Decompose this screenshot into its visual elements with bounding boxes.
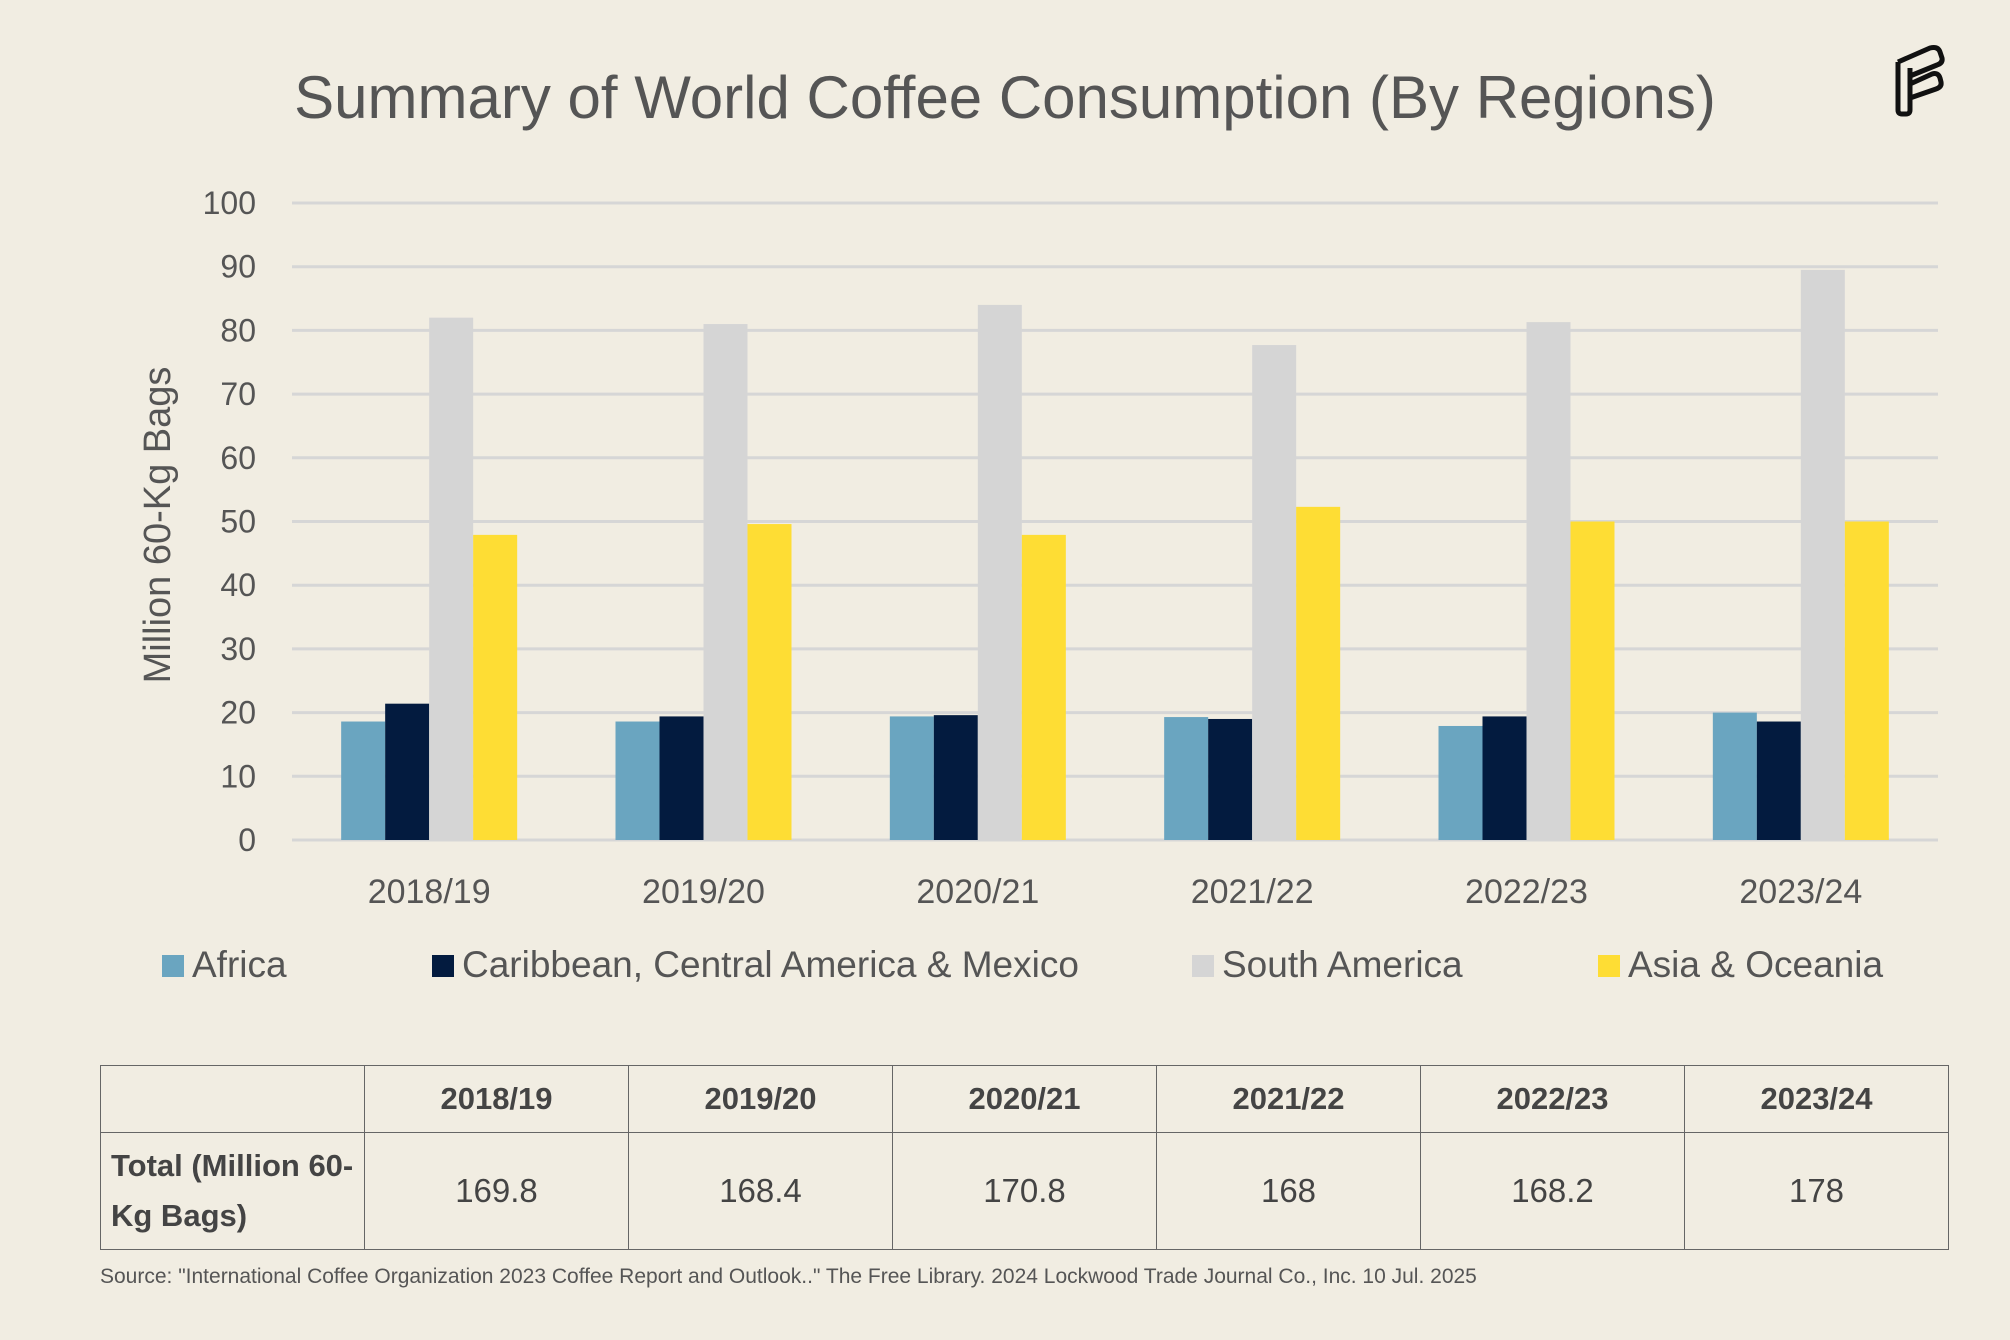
bar-asia-oceania [1570, 521, 1615, 840]
legend-swatch [1598, 955, 1620, 977]
y-tick-label: 40 [220, 567, 256, 603]
table-header-cell: 2023/24 [1684, 1065, 1949, 1133]
y-tick-label: 70 [220, 376, 256, 412]
y-tick-label: 50 [220, 504, 256, 540]
y-axis-label: Million 60-Kg Bags [137, 367, 179, 684]
bar-africa [1164, 717, 1209, 840]
bar-south-america [977, 304, 1022, 840]
x-tick-label: 2018/19 [368, 873, 491, 911]
bar-south-america [1800, 269, 1845, 840]
bar-africa [341, 721, 386, 840]
bar-caribbean-central-america-mexico [1482, 716, 1527, 840]
bar-south-america [703, 324, 748, 840]
x-tick-label: 2023/24 [1739, 873, 1862, 911]
bar-caribbean-central-america-mexico [385, 703, 430, 840]
table-cell: 168.2 [1420, 1132, 1685, 1250]
table-row-label: Total (Million 60-Kg Bags) [100, 1132, 365, 1250]
table-cell: 178 [1684, 1132, 1949, 1250]
legend-label: Africa [192, 944, 287, 985]
table-header-cell: 2022/23 [1420, 1065, 1685, 1133]
bar-asia-oceania [747, 524, 792, 840]
bar-south-america [429, 317, 474, 840]
totals-table-wrap: 2018/19 2019/20 2020/21 2021/22 2022/23 … [100, 1065, 1949, 1250]
legend-label: Asia & Oceania [1628, 944, 1883, 985]
bar-south-america [1252, 345, 1297, 840]
bar-africa [889, 716, 934, 840]
bar-africa [1712, 712, 1757, 840]
y-tick-label: 0 [238, 822, 256, 858]
bar-asia-oceania [1021, 534, 1066, 840]
y-tick-label: 10 [220, 758, 256, 794]
y-tick-label: 80 [220, 312, 256, 348]
legend-label: Caribbean, Central America & Mexico [462, 944, 1079, 985]
bar-asia-oceania [473, 534, 518, 840]
table-header-cell: 2020/21 [892, 1065, 1157, 1133]
table-header-row: 2018/19 2019/20 2020/21 2021/22 2022/23 … [100, 1065, 1949, 1133]
x-tick-label: 2020/21 [916, 873, 1039, 911]
table-header-cell: 2018/19 [364, 1065, 629, 1133]
table-cell: 168 [1156, 1132, 1421, 1250]
table-header-cell: 2021/22 [1156, 1065, 1421, 1133]
table-corner-cell [100, 1065, 365, 1133]
legend-swatch [162, 955, 184, 977]
bar-caribbean-central-america-mexico [1208, 718, 1253, 840]
x-tick-label: 2019/20 [642, 873, 765, 911]
y-tick-label: 90 [220, 249, 256, 285]
bar-caribbean-central-america-mexico [1756, 721, 1801, 840]
bar-africa [615, 721, 660, 840]
bar-africa [1438, 725, 1483, 840]
bar-caribbean-central-america-mexico [933, 715, 978, 840]
bar-caribbean-central-america-mexico [659, 716, 704, 840]
y-tick-label: 60 [220, 440, 256, 476]
chart-title: Summary of World Coffee Consumption (By … [294, 64, 1716, 131]
table-cell: 169.8 [364, 1132, 629, 1250]
bar-chart: Summary of World Coffee Consumption (By … [137, 64, 1938, 985]
table-cell: 168.4 [628, 1132, 893, 1250]
table-row: Total (Million 60-Kg Bags) 169.8 168.4 1… [100, 1132, 1949, 1250]
brand-f-logo-icon [1895, 45, 1945, 117]
totals-table: 2018/19 2019/20 2020/21 2021/22 2022/23 … [100, 1065, 1949, 1250]
x-tick-label: 2022/23 [1465, 873, 1588, 911]
y-tick-label: 100 [203, 185, 256, 221]
source-citation: Source: "International Coffee Organizati… [100, 1265, 1477, 1288]
legend-swatch [432, 955, 454, 977]
legend-swatch [1192, 955, 1214, 977]
bar-south-america [1526, 322, 1571, 840]
bar-asia-oceania [1844, 521, 1889, 840]
bar-asia-oceania [1296, 506, 1341, 840]
y-tick-label: 30 [220, 631, 256, 667]
x-tick-label: 2021/22 [1191, 873, 1314, 911]
y-tick-label: 20 [220, 695, 256, 731]
table-cell: 170.8 [892, 1132, 1157, 1250]
table-header-cell: 2019/20 [628, 1065, 893, 1133]
legend-label: South America [1222, 944, 1463, 985]
chart-panel: Summary of World Coffee Consumption (By … [30, 20, 1980, 1030]
